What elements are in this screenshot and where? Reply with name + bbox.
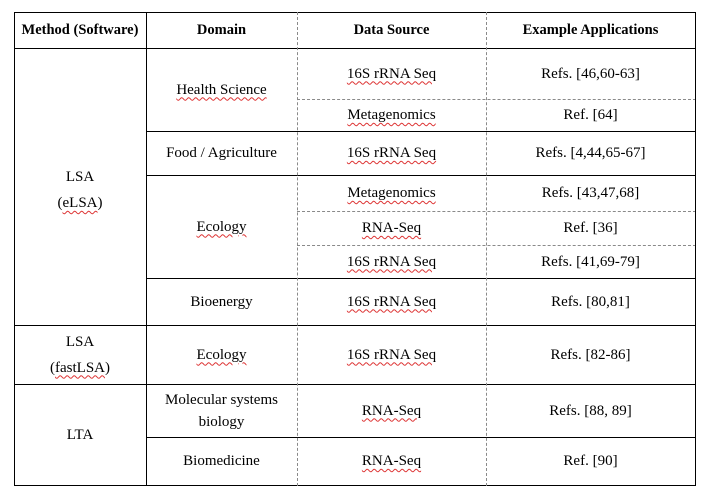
dashed-row-separator <box>297 211 696 212</box>
application-cell: Ref. [36] <box>563 220 618 236</box>
domain-cell: Ecology <box>196 218 247 235</box>
row-separator <box>146 437 696 438</box>
method-software: (fastLSA) <box>50 359 110 376</box>
table-left-border <box>14 12 15 486</box>
application-cell: Refs. [46,60-63] <box>541 65 640 82</box>
dashed-row-separator <box>297 99 696 100</box>
method-name: LSA <box>65 169 95 185</box>
data-source-cell: 16S rRNA Seq <box>346 145 437 161</box>
domain-cell: Molecular systems biology <box>165 391 278 430</box>
method-cell-lsa-elsa: LSA (eLSA) <box>14 150 146 230</box>
application-cell: Refs. [88, 89] <box>549 402 632 419</box>
method-name: LSA <box>65 333 95 350</box>
row-separator <box>146 131 696 132</box>
method-separator <box>14 325 696 326</box>
data-source-cell: 16S rRNA Seq <box>346 65 437 82</box>
application-cell: Ref. [64] <box>563 107 618 123</box>
table-bottom-border <box>14 485 696 486</box>
data-source-cell: RNA-Seq <box>361 220 422 236</box>
application-cell: Refs. [82-86] <box>550 346 631 363</box>
application-cell: Refs. [43,47,68] <box>541 185 640 201</box>
data-source-cell: 16S rRNA Seq <box>346 253 437 270</box>
dashed-column-divider <box>297 12 298 486</box>
application-cell: Refs. [80,81] <box>551 293 630 310</box>
row-separator <box>146 175 696 176</box>
header-bottom-border <box>14 48 696 49</box>
domain-cell: Biomedicine <box>183 453 260 469</box>
data-source-cell: 16S rRNA Seq <box>346 293 437 310</box>
data-source-cell: Metagenomics <box>347 185 436 201</box>
header-data-source: Data Source <box>353 22 430 38</box>
method-cell-lsa-fastlsa: LSA (fastLSA) <box>14 325 146 384</box>
domain-cell: Food / Agriculture <box>166 145 277 161</box>
header-domain: Domain <box>196 22 247 38</box>
method-name: LTA <box>66 426 94 443</box>
domain-cell: Health Science <box>176 81 267 98</box>
row-separator <box>146 278 696 279</box>
header-example-applications: Example Applications <box>522 22 659 38</box>
method-cell-lta: LTA <box>14 384 146 485</box>
table-right-border <box>695 12 696 486</box>
dashed-row-separator <box>297 245 696 246</box>
application-cell: Refs. [41,69-79] <box>541 253 640 270</box>
data-source-cell: 16S rRNA Seq <box>346 346 437 363</box>
application-cell: Ref. [90] <box>563 453 618 469</box>
table-top-border <box>14 12 696 13</box>
method-separator <box>14 384 696 385</box>
method-software: (eLSA) <box>57 195 103 211</box>
header-method: Method (Software) <box>21 22 139 38</box>
data-source-cell: Metagenomics <box>347 107 436 123</box>
data-source-cell: RNA-Seq <box>361 402 422 419</box>
domain-cell: Bioenergy <box>190 293 253 310</box>
data-source-cell: RNA-Seq <box>361 453 422 469</box>
domain-cell: Ecology <box>196 346 247 363</box>
column-divider <box>146 12 147 486</box>
application-cell: Refs. [4,44,65-67] <box>535 145 646 161</box>
dashed-column-divider <box>486 12 487 486</box>
